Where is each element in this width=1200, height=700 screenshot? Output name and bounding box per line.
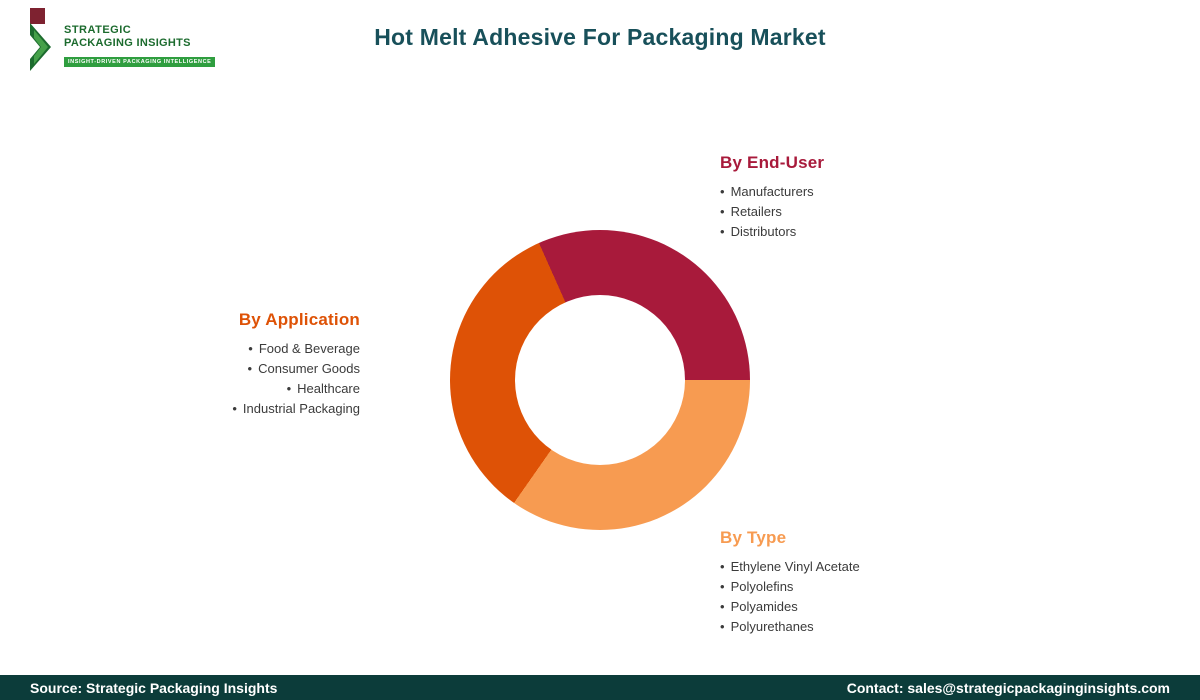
bullet-icon: • — [720, 184, 725, 199]
bullet-icon: • — [720, 619, 725, 634]
legend-item: • Polyamides — [720, 597, 860, 617]
bullet-icon: • — [720, 204, 725, 219]
legend-heading-end-user: By End-User — [720, 153, 825, 172]
donut-hole — [515, 295, 685, 465]
legend-item-label: Retailers — [730, 204, 782, 219]
legend-item: • Ethylene Vinyl Acetate — [720, 557, 860, 577]
logo-square — [30, 8, 45, 24]
donut-chart — [450, 230, 750, 530]
logo-text-line2: PACKAGING INSIGHTS — [64, 37, 191, 49]
legend-item-label: Distributors — [730, 224, 797, 239]
legend-heading-application: By Application — [238, 310, 360, 329]
bullet-icon: • — [720, 599, 725, 614]
bullet-icon: • — [286, 381, 292, 396]
legend-item: • Polyolefins — [720, 577, 860, 597]
legend-type: By Type • Ethylene Vinyl Acetate • Polyolef… — [720, 528, 860, 637]
footer-bar: Source: Strategic Packaging Insights Con… — [0, 675, 1200, 700]
bullet-icon: • — [720, 579, 725, 594]
legend-heading-type: By Type — [720, 528, 787, 547]
legend-application: By Application • Food & Beverage • Consumer… — [232, 310, 360, 419]
legend-item: • Healthcare — [232, 379, 360, 399]
legend-items-end-user: • Manufacturers • Retailers • Distributors — [720, 182, 824, 242]
legend-item-label: Industrial Packaging — [242, 401, 360, 416]
bullet-icon: • — [720, 559, 725, 574]
logo-text: STRATEGIC PACKAGING INSIGHTS INSIGHT-DRI… — [64, 8, 216, 68]
legend-end-user: By End-User • Manufacturers • Retailers • Dis… — [720, 153, 824, 242]
bullet-icon: • — [232, 401, 237, 416]
legend-item: • Retailers — [720, 202, 824, 222]
legend-item: • Manufacturers — [720, 182, 824, 202]
logo-tagline: INSIGHT-DRIVEN PACKAGING INTELLIGENCE — [64, 57, 216, 67]
legend-item-label: Food & Beverage — [258, 341, 360, 356]
brand-logo: STRATEGIC PACKAGING INSIGHTS INSIGHT-DRI… — [28, 8, 216, 74]
footer-source: Source: Strategic Packaging Insights — [30, 679, 278, 696]
logo-chevron-icon — [30, 23, 51, 71]
bullet-icon: • — [247, 361, 253, 376]
legend-items-type: • Ethylene Vinyl Acetate • Polyolefins • Poly… — [720, 557, 860, 637]
bullet-icon: • — [720, 224, 725, 239]
legend-item-label: Polyamides — [730, 599, 798, 614]
legend-item-label: Consumer Goods — [258, 361, 360, 376]
logo-text-line1: STRATEGIC — [64, 24, 132, 36]
legend-item: • Consumer Goods — [232, 359, 360, 379]
legend-item-label: Healthcare — [297, 381, 360, 396]
legend-item-label: Polyolefins — [730, 579, 794, 594]
legend-item: • Distributors — [720, 222, 824, 242]
bullet-icon: • — [248, 341, 253, 356]
logo-mark — [28, 8, 58, 74]
page-title: Hot Melt Adhesive For Packaging Market — [374, 24, 826, 50]
legend-item-label: Ethylene Vinyl Acetate — [730, 559, 860, 574]
footer-contact: Contact: sales@strategicpackaginginsight… — [846, 679, 1170, 696]
legend-item-label: Manufacturers — [730, 184, 814, 199]
legend-items-application: • Food & Beverage • Consumer Goods • Healthca… — [232, 339, 360, 419]
legend-item: • Food & Beverage — [232, 339, 360, 359]
legend-item: • Polyurethanes — [720, 617, 860, 637]
legend-item-label: Polyurethanes — [730, 619, 814, 634]
legend-item: • Industrial Packaging — [232, 399, 360, 419]
